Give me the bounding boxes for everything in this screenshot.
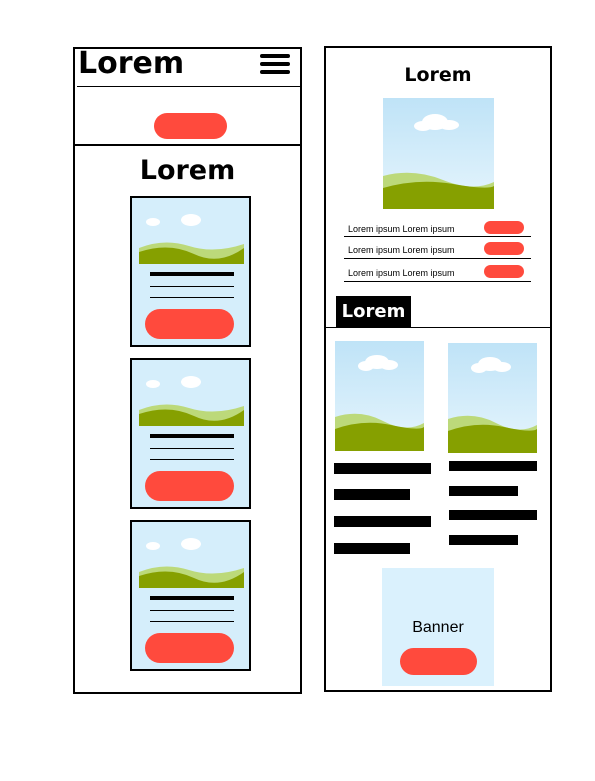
list-divider: [344, 236, 531, 237]
card-button[interactable]: [145, 633, 234, 663]
text-bar: [334, 463, 431, 474]
detail-title: Lorem: [404, 64, 472, 86]
text-bar: [334, 489, 410, 500]
app-title: Lorem: [78, 46, 185, 81]
section-title: Lorem: [139, 155, 236, 186]
card-text-line: [150, 621, 234, 622]
list-item[interactable]: Lorem ipsum Lorem ipsum: [344, 242, 532, 258]
text-bar: [334, 516, 431, 527]
section-divider: [326, 327, 551, 328]
card-title-bar: [150, 596, 234, 600]
product-card[interactable]: [130, 520, 251, 671]
landscape-image-icon: [139, 370, 244, 426]
list-item-button[interactable]: [484, 221, 524, 234]
card-text-line: [150, 286, 234, 287]
mobile-frame: [73, 47, 302, 694]
landscape-image-icon: [139, 532, 244, 588]
primary-button[interactable]: [154, 113, 227, 139]
card-button[interactable]: [145, 309, 234, 339]
list-item-button[interactable]: [484, 265, 524, 278]
product-card[interactable]: [130, 358, 251, 509]
card-text-line: [150, 297, 234, 298]
text-bar: [449, 461, 537, 471]
list-item-label: Lorem ipsum Lorem ipsum: [348, 268, 455, 278]
card-text-line: [150, 448, 234, 449]
hero-image-icon: [383, 98, 494, 209]
landscape-image-icon: [139, 208, 244, 264]
list-item[interactable]: Lorem ipsum Lorem ipsum: [344, 265, 532, 281]
banner-button[interactable]: [400, 648, 477, 675]
card-text-line: [150, 610, 234, 611]
list-item-label: Lorem ipsum Lorem ipsum: [348, 245, 455, 255]
section-tag-label: Lorem: [341, 301, 406, 322]
hamburger-menu-icon[interactable]: [260, 54, 290, 76]
banner[interactable]: Banner: [382, 568, 494, 686]
section-divider: [75, 144, 302, 146]
card-title-bar: [150, 272, 234, 276]
list-item[interactable]: Lorem ipsum Lorem ipsum: [344, 221, 532, 237]
detail-frame: [324, 46, 552, 692]
text-bar: [334, 543, 410, 554]
banner-label: Banner: [412, 619, 464, 636]
list-divider: [344, 281, 531, 282]
text-bar: [449, 486, 518, 496]
text-bar: [449, 535, 518, 545]
product-card[interactable]: [130, 196, 251, 347]
card-text-line: [150, 459, 234, 460]
text-bar: [449, 510, 537, 520]
card-button[interactable]: [145, 471, 234, 501]
section-tag: Lorem: [336, 296, 411, 328]
column-image-icon: [335, 341, 424, 451]
card-title-bar: [150, 434, 234, 438]
list-divider: [344, 258, 531, 259]
column-image-icon: [448, 343, 537, 453]
list-item-button[interactable]: [484, 242, 524, 255]
list-item-label: Lorem ipsum Lorem ipsum: [348, 224, 455, 234]
header-divider: [77, 86, 302, 87]
